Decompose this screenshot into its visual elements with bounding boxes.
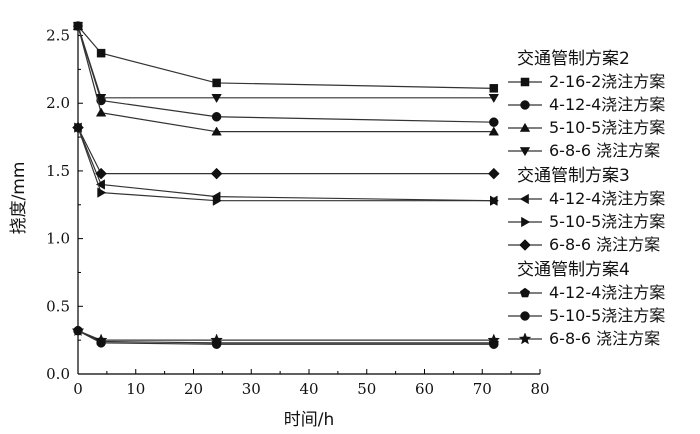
data-point-star [210, 333, 223, 346]
series-line [77, 127, 494, 202]
data-point-triangle-right [212, 195, 222, 206]
legend-label: 6-8-6 浇注方案 [549, 141, 660, 160]
legend-label: 5-10-5浇注方案 [549, 118, 665, 137]
series-line [77, 25, 494, 89]
x-tick-label: 0 [73, 380, 83, 398]
legend-label: 5-10-5浇注方案 [549, 306, 665, 325]
y-tick-label: 0.5 [46, 297, 70, 315]
x-tick-label: 30 [242, 380, 261, 398]
y-tick-label: 1.5 [46, 162, 70, 180]
series-line [77, 25, 494, 123]
series-g2-4 [72, 22, 499, 104]
x-ticks: 0 10 20 30 40 50 60 70 80 [73, 369, 550, 398]
legend-marker-circle [520, 100, 530, 110]
series-g2-1 [73, 21, 499, 93]
legend-label: 6-8-6 浇注方案 [549, 329, 660, 348]
data-point-triangle-up [211, 126, 222, 136]
legend-marker-triangle-up [519, 122, 531, 132]
data-point-triangle-down [211, 94, 222, 104]
data-point-star [71, 323, 85, 337]
x-tick-label: 60 [415, 380, 434, 398]
legend-label: 6-8-6 浇注方案 [549, 235, 660, 254]
series-line [77, 25, 494, 133]
legend-marker-diamond [519, 239, 531, 251]
x-tick-label: 50 [357, 380, 376, 398]
legend-marker-triangle-left [519, 193, 529, 205]
data-point-triangle-right [490, 195, 499, 206]
data-point-star [94, 333, 108, 346]
data-point-diamond [487, 167, 500, 180]
series-g3-2 [74, 122, 499, 206]
data-point-triangle-left [95, 179, 105, 190]
data-point-triangle-up [488, 126, 499, 136]
legend-marker-triangle-right [521, 216, 531, 228]
x-tick-label: 20 [184, 380, 203, 398]
legend-label: 4-12-4浇注方案 [549, 189, 665, 208]
y-axis-title: 挠度/mm [9, 162, 29, 235]
legend-marker-hexagon [520, 311, 530, 321]
series-g3-1 [72, 122, 498, 206]
series-g4-2 [73, 325, 499, 349]
legend-group-title: 交通管制方案2 [517, 49, 630, 69]
series-g3-3 [72, 121, 500, 180]
x-tick-label: 10 [126, 380, 145, 398]
series-line [77, 330, 494, 341]
data-point-square [96, 48, 106, 58]
data-point-diamond [95, 167, 107, 180]
series-line [77, 127, 494, 175]
data-point-triangle-right [97, 187, 107, 198]
data-point-star [487, 333, 501, 346]
legend: 交通管制方案2 2-16-2浇注方案 4-12-4浇注方案 5-10-5浇注方案 6-8… [508, 49, 665, 348]
data-point-triangle-down [72, 22, 84, 32]
series-g2-2 [73, 21, 499, 127]
data-point-square [489, 84, 499, 93]
legend-label: 4-12-4浇注方案 [549, 283, 665, 302]
y-tick-label: 1.0 [46, 230, 70, 248]
legend-label: 4-12-4浇注方案 [549, 95, 665, 114]
legend-label: 5-10-5浇注方案 [549, 212, 665, 231]
data-point-triangle-up [95, 107, 107, 117]
legend-label: 2-16-2浇注方案 [549, 72, 665, 91]
legend-group-title: 交通管制方案3 [517, 166, 630, 186]
data-point-square [212, 78, 221, 88]
series-line [77, 330, 494, 345]
series-line [77, 127, 494, 202]
legend-group-title: 交通管制方案4 [517, 260, 630, 280]
series-line [77, 25, 494, 99]
x-axis-title: 时间/h [284, 410, 335, 430]
y-ticks: 0.0 0.5 1.0 1.5 2.0 2.5 [46, 27, 83, 383]
y-tick-label: 2.0 [46, 94, 70, 112]
data-point-triangle-down [95, 94, 107, 104]
data-point-circle [211, 112, 222, 122]
data-point-diamond [72, 121, 84, 134]
y-tick-label: 0.0 [46, 365, 70, 383]
legend-marker-triangle-down [519, 147, 531, 157]
legend-marker-star [518, 332, 532, 345]
data-point-triangle-down [488, 94, 499, 104]
data-point-circle [489, 117, 499, 127]
legend-marker-square [520, 77, 530, 87]
x-tick-label: 80 [530, 380, 549, 398]
plot-area [71, 20, 501, 349]
data-point-diamond [210, 167, 223, 180]
series-line [77, 330, 494, 344]
x-tick-label: 40 [299, 380, 318, 398]
x-tick-label: 70 [473, 380, 492, 398]
y-tick-label: 2.5 [46, 27, 70, 45]
legend-marker-pentagon [519, 287, 531, 298]
series-g4-3 [71, 323, 501, 346]
